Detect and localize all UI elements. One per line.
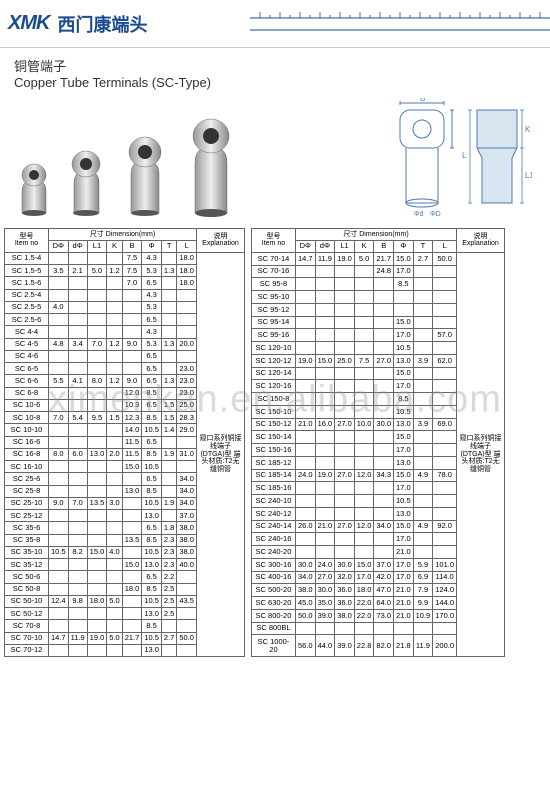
label-L1: L1 xyxy=(525,171,532,180)
terminal-2 xyxy=(64,150,109,218)
label-B: B xyxy=(420,98,425,103)
technical-diagram: B K L1 L Φd ΦD xyxy=(382,98,532,223)
ruler-graphic xyxy=(250,0,550,48)
label-D: ΦD xyxy=(430,211,441,218)
label-d: Φd xyxy=(414,211,424,218)
title-en: Copper Tube Terminals (SC-Type) xyxy=(14,75,536,90)
product-images-area: B K L1 L Φd ΦD xyxy=(0,94,550,224)
table-row: SC 1.5-47.54.318.0窥口系列铜接线端子(DTGA)型 端头材质:… xyxy=(5,252,245,264)
title-area: 铜管端子 Copper Tube Terminals (SC-Type) xyxy=(0,48,550,94)
logo-cn: 西门康端头 xyxy=(57,11,147,37)
label-K: K xyxy=(525,125,531,134)
terminal-1 xyxy=(14,163,54,218)
title-cn: 铜管端子 xyxy=(14,56,536,75)
header: XMK 西门康端头 xyxy=(0,0,550,48)
table-row: SC 70-1414.711.919.05.021.715.02.750.0窥口… xyxy=(251,252,504,265)
terminal-4 xyxy=(181,118,241,218)
spec-table-right: 型号Item no尺寸 Dimension(mm)说明ExplanationDΦ… xyxy=(251,228,505,657)
terminal-3 xyxy=(119,136,171,218)
logo: XMK xyxy=(8,12,49,35)
label-L: L xyxy=(462,151,467,160)
tables-container: 型号Item no尺寸 Dimension(mm)说明ExplanationDΦ… xyxy=(0,224,550,657)
spec-table-left: 型号Item no尺寸 Dimension(mm)说明ExplanationDΦ… xyxy=(4,228,245,657)
terminal-photos xyxy=(14,118,241,218)
